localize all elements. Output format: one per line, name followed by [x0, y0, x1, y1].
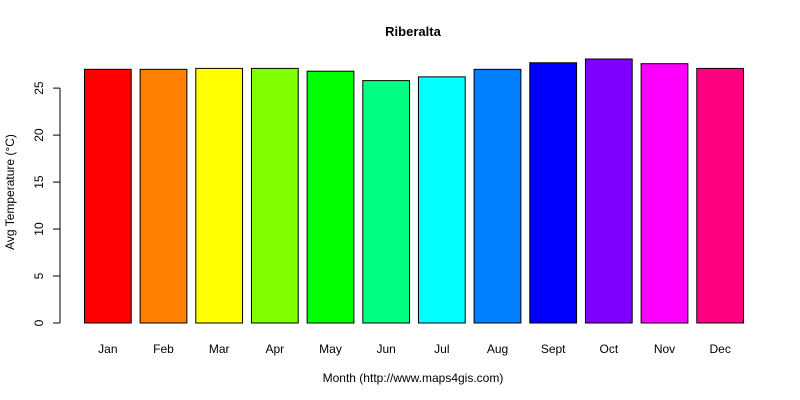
y-tick-label-20: 20: [32, 128, 46, 142]
x-tick-label-apr: Apr: [265, 342, 284, 356]
bar-sept: [529, 62, 578, 324]
x-tick-label-dec: Dec: [709, 342, 730, 356]
x-axis-label: Month (http://www.maps4gis.com): [323, 371, 504, 385]
x-tick-label-feb: Feb: [153, 342, 174, 356]
x-tick-label-jan: Jan: [98, 342, 117, 356]
y-tick-label-25: 25: [32, 81, 46, 95]
y-tick-label-10: 10: [32, 222, 46, 236]
y-tick-label-15: 15: [32, 175, 46, 189]
bar-jun: [362, 80, 411, 324]
x-tick-label-jul: Jul: [434, 342, 449, 356]
y-tick-label-0: 0: [32, 319, 46, 326]
bar-oct: [584, 58, 633, 324]
bar-apr: [250, 67, 299, 324]
x-tick-label-sept: Sept: [541, 342, 566, 356]
bar-jan: [83, 68, 132, 324]
x-tick-label-oct: Oct: [599, 342, 618, 356]
x-tick-label-nov: Nov: [654, 342, 675, 356]
bars-group: [83, 58, 745, 324]
bar-nov: [640, 63, 689, 324]
x-tick-label-aug: Aug: [487, 342, 508, 356]
y-axis-label: Avg Temperature (°C): [3, 134, 17, 250]
x-tick-label-jun: Jun: [376, 342, 395, 356]
bar-may: [306, 70, 355, 324]
x-tick-label-mar: Mar: [209, 342, 230, 356]
chart-title: Riberalta: [385, 24, 441, 39]
y-axis: 0 5 10 15 20 25: [32, 81, 61, 326]
bar-jul: [417, 76, 466, 324]
bar-dec: [696, 67, 745, 324]
bar-aug: [473, 68, 522, 324]
y-tick-label-5: 5: [32, 272, 46, 279]
bar-feb: [139, 68, 188, 324]
x-tick-labels: Jan Feb Mar Apr May Jun Jul Aug Sept Oct Nov Dec: [98, 342, 731, 356]
x-tick-label-may: May: [319, 342, 342, 356]
bar-mar: [195, 67, 244, 324]
